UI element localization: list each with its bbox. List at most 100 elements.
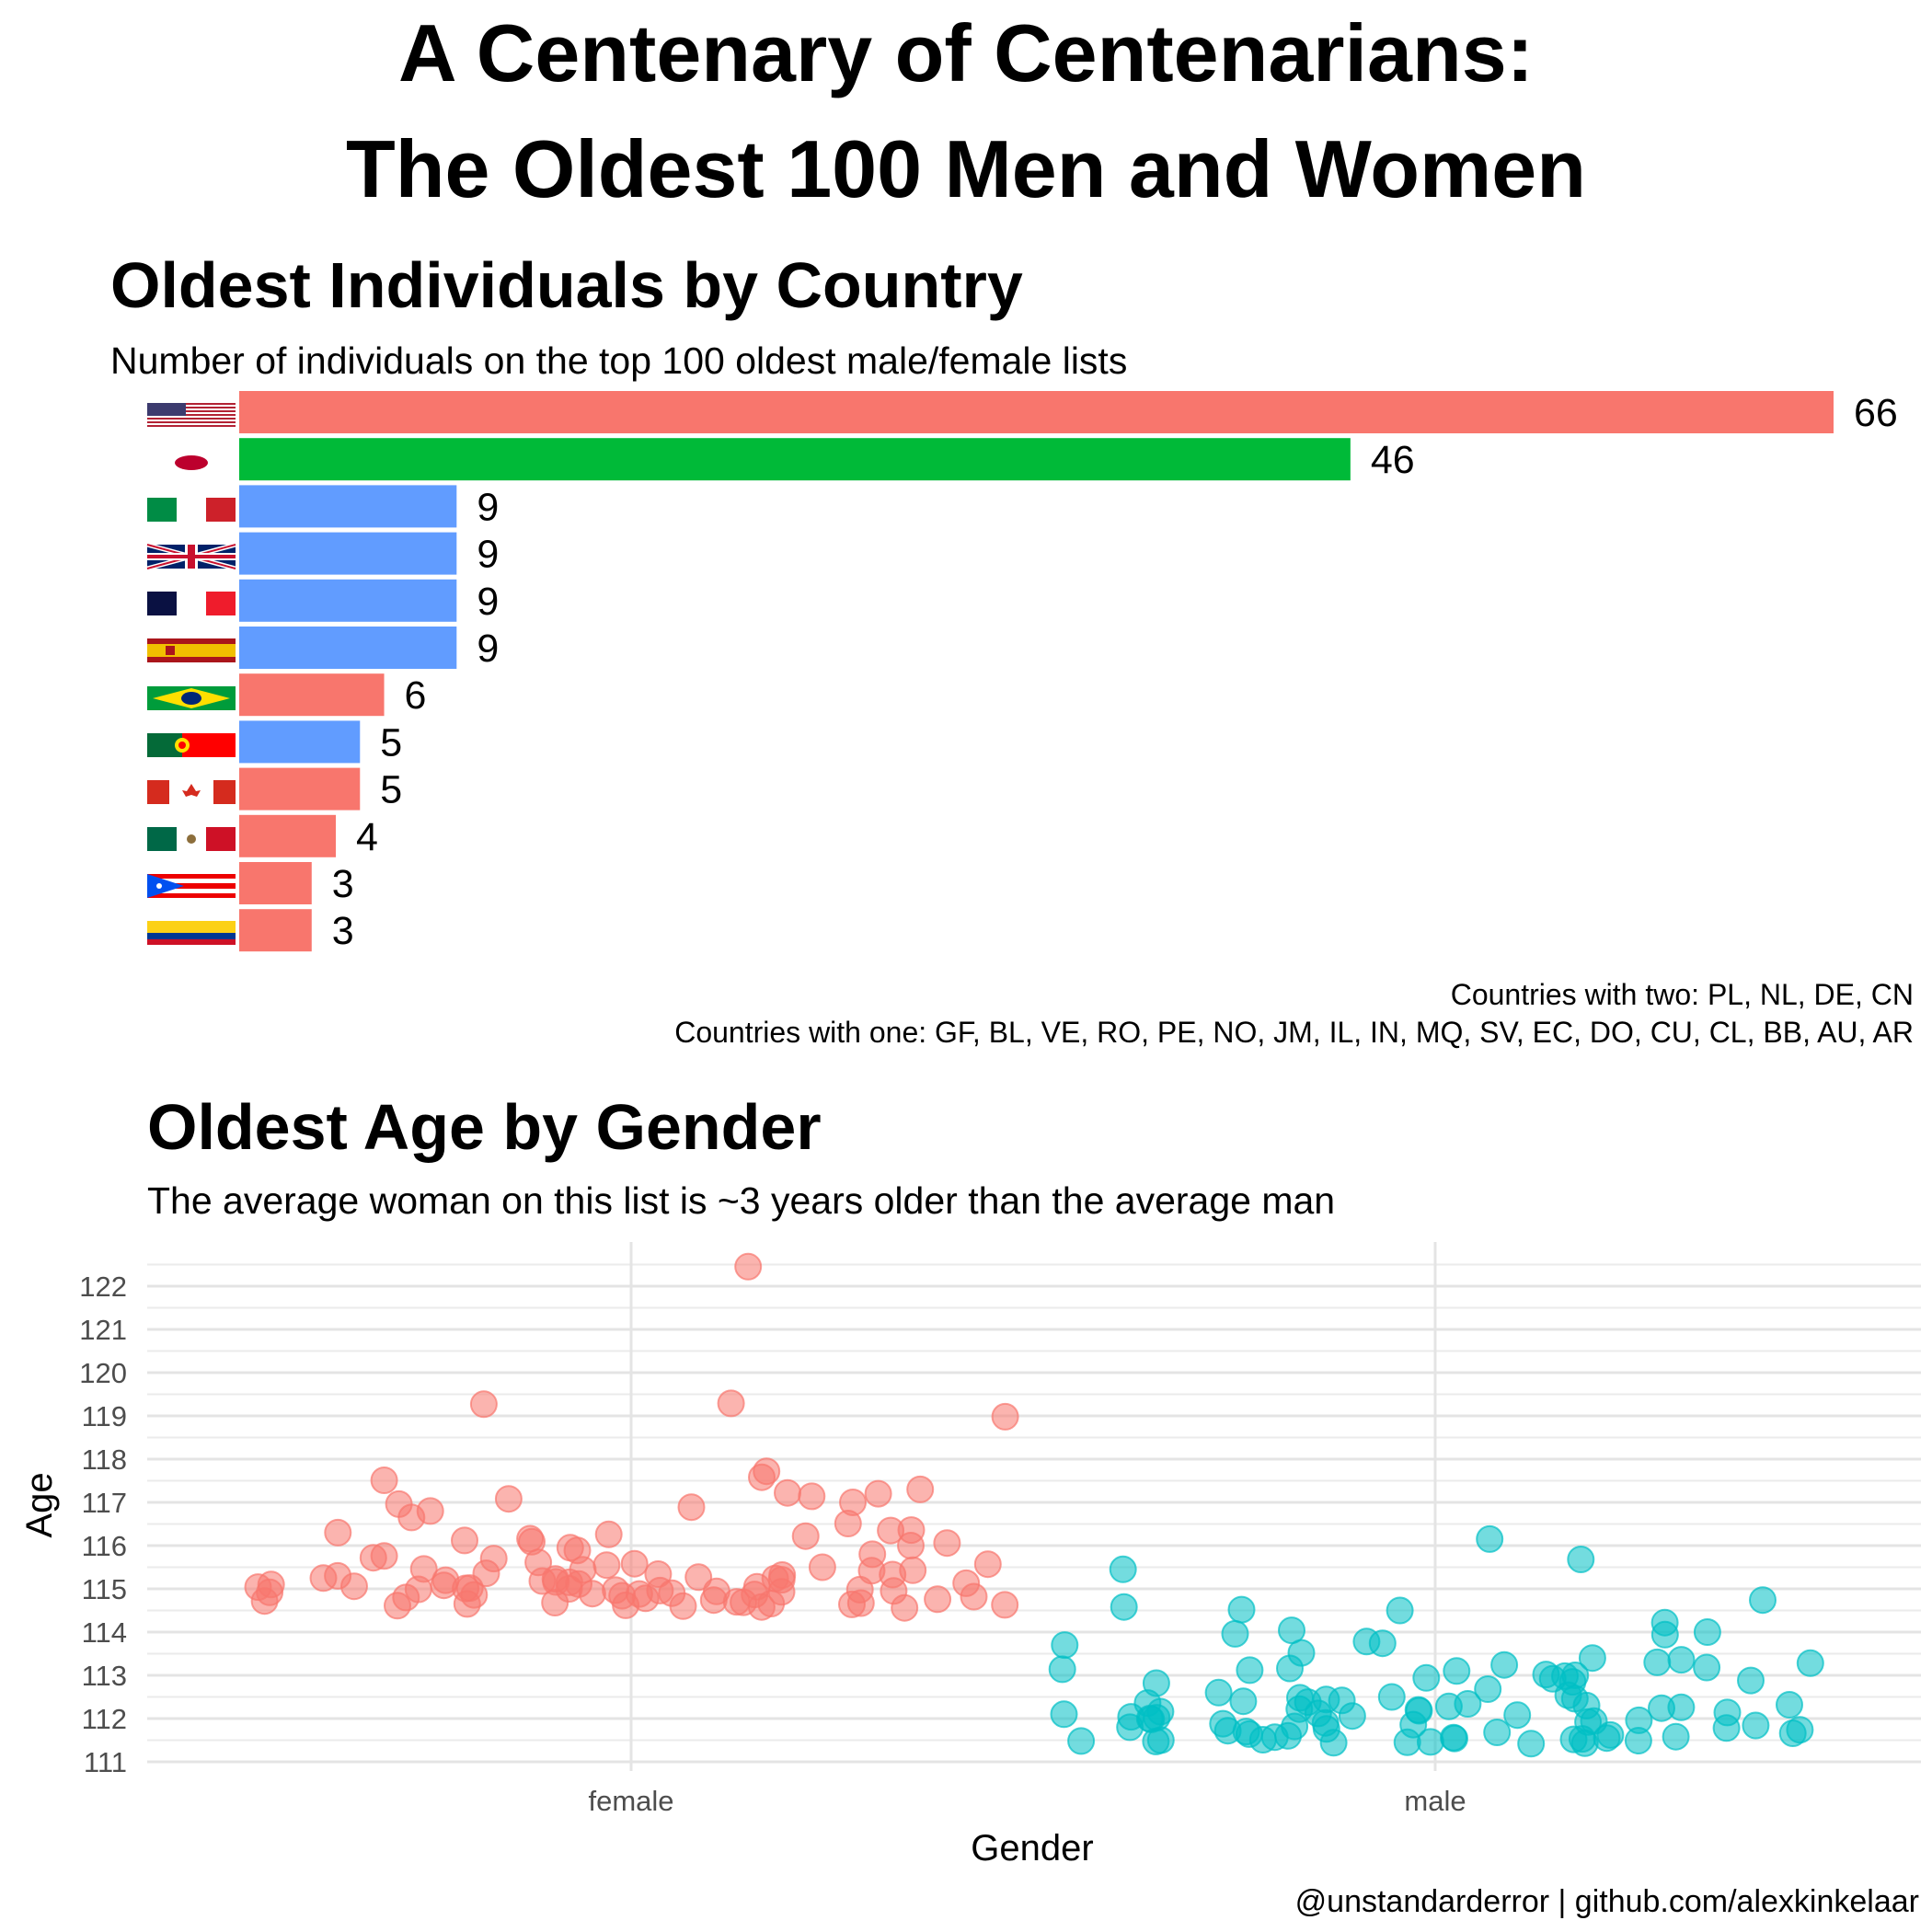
scatter-point-male bbox=[1109, 1555, 1137, 1583]
bar-chart-subtitle: Number of individuals on the top 100 old… bbox=[110, 339, 1128, 382]
y-tick-label: 119 bbox=[82, 1400, 127, 1432]
scatter-point-female bbox=[864, 1479, 892, 1508]
scatter-point-male bbox=[1476, 1524, 1504, 1553]
scatter-point-female bbox=[748, 1463, 776, 1491]
scatter-point-female bbox=[578, 1580, 606, 1608]
scatter-point-female bbox=[808, 1553, 836, 1581]
scatter-point-female bbox=[324, 1518, 352, 1547]
scatter-point-male bbox=[1517, 1730, 1546, 1758]
flag-us-icon bbox=[147, 403, 236, 427]
scatter-point-female bbox=[612, 1591, 640, 1619]
scatter-point-male bbox=[1441, 1724, 1468, 1753]
scatter-point-male bbox=[1742, 1711, 1770, 1740]
bar-value-label-jp: 46 bbox=[1371, 438, 1415, 482]
scatter-point-male bbox=[1050, 1700, 1078, 1729]
scatter-point-male bbox=[1204, 1678, 1233, 1707]
flag-ca-icon bbox=[147, 780, 236, 804]
y-tick-label: 120 bbox=[79, 1357, 127, 1389]
x-tick-label-female: female bbox=[588, 1785, 673, 1817]
scatter-point-male bbox=[1693, 1653, 1721, 1682]
scatter-point-male bbox=[1067, 1727, 1096, 1755]
scatter-point-female bbox=[798, 1482, 826, 1511]
scatter-point-male bbox=[1490, 1650, 1519, 1679]
scatter-point-female bbox=[594, 1520, 623, 1548]
scatter-point-male bbox=[1276, 1654, 1304, 1683]
scatter-point-male bbox=[1434, 1692, 1463, 1720]
caption: @unstandarderror | github.com/alexkinkel… bbox=[1294, 1884, 1919, 1919]
scatter-point-female bbox=[359, 1544, 387, 1572]
country-flags bbox=[146, 403, 236, 945]
scatter-point-male bbox=[1567, 1546, 1595, 1573]
bar-chart-title: Oldest Individuals by Country bbox=[110, 249, 1023, 321]
bar-value-label-us: 66 bbox=[1854, 391, 1898, 435]
scatter-y-tick-labels: 111 112 113 114 115 116 117 118 119 120 121 122 bbox=[79, 1271, 127, 1778]
scatter-x-tick-labels: female male bbox=[588, 1785, 1466, 1817]
scatter-point-male bbox=[1048, 1655, 1076, 1684]
scatter-point-female bbox=[897, 1532, 925, 1559]
scatter-point-female bbox=[906, 1475, 935, 1503]
scatter-point-male bbox=[1142, 1727, 1170, 1755]
scatter-point-female bbox=[991, 1402, 1019, 1431]
countries-with-one-note: Countries with one: GF, BL, VE, RO, PE, … bbox=[674, 1016, 1914, 1049]
scatter-point-male bbox=[1377, 1683, 1406, 1711]
scatter-point-male bbox=[1221, 1619, 1249, 1648]
bar-us bbox=[239, 391, 1834, 433]
y-tick-label: 115 bbox=[82, 1573, 127, 1605]
scatter-point-male bbox=[1248, 1726, 1277, 1754]
scatter-chart-subtitle: The average woman on this list is ~3 yea… bbox=[147, 1179, 1336, 1222]
scatter-point-female bbox=[933, 1529, 961, 1558]
scatter-point-female bbox=[877, 1516, 905, 1545]
scatter-point-female bbox=[717, 1389, 745, 1418]
bar-es bbox=[239, 627, 457, 669]
scatter-point-male bbox=[1474, 1675, 1502, 1703]
bar-br bbox=[239, 673, 385, 717]
scatter-point-male bbox=[1386, 1596, 1414, 1625]
scatter-point-male bbox=[1693, 1618, 1721, 1646]
scatter-point-female bbox=[991, 1591, 1019, 1619]
y-tick-label: 112 bbox=[82, 1703, 127, 1735]
y-tick-label: 116 bbox=[82, 1530, 127, 1562]
scatter-point-female bbox=[453, 1590, 481, 1618]
scatter-point-male bbox=[1749, 1586, 1777, 1615]
scatter-point-female bbox=[451, 1526, 478, 1555]
scatter-point-male bbox=[1578, 1644, 1606, 1673]
scatter-point-female bbox=[699, 1586, 728, 1615]
flag-it-icon bbox=[147, 498, 236, 522]
scatter-point-male bbox=[1778, 1719, 1807, 1747]
scatter-point-female bbox=[838, 1590, 866, 1618]
scatter-point-male bbox=[1643, 1648, 1672, 1676]
scatter-point-female bbox=[541, 1589, 569, 1616]
y-tick-label: 122 bbox=[79, 1271, 127, 1303]
flag-co-icon bbox=[147, 921, 236, 945]
scatter-point-female bbox=[384, 1592, 411, 1620]
scatter-point-female bbox=[791, 1522, 820, 1550]
scatter-point-female bbox=[620, 1549, 649, 1578]
flag-br-icon bbox=[147, 686, 236, 710]
scatter-point-male bbox=[1648, 1694, 1675, 1722]
scatter-x-axis-title: Gender bbox=[971, 1828, 1093, 1869]
scatter-point-male bbox=[1667, 1646, 1696, 1674]
bar-gb bbox=[239, 532, 457, 575]
y-tick-label: 113 bbox=[82, 1660, 127, 1692]
flag-es-icon bbox=[147, 638, 236, 662]
scatter-point-male bbox=[1662, 1722, 1690, 1751]
scatter-point-male bbox=[1236, 1656, 1264, 1685]
flag-fr-icon bbox=[147, 592, 236, 615]
scatter-point-female bbox=[494, 1485, 523, 1513]
bar-value-label-it: 9 bbox=[477, 485, 499, 529]
flag-pr-icon bbox=[147, 874, 236, 898]
y-tick-label: 118 bbox=[82, 1443, 127, 1476]
scatter-point-female bbox=[397, 1503, 426, 1532]
scatter-point-male bbox=[1338, 1702, 1366, 1731]
scatter-point-male bbox=[1737, 1666, 1765, 1695]
scatter-point-female bbox=[340, 1572, 368, 1601]
y-tick-label: 117 bbox=[82, 1487, 127, 1519]
scatter-point-female bbox=[592, 1551, 621, 1580]
scatter-point-male bbox=[1416, 1728, 1444, 1756]
scatter-point-female bbox=[774, 1478, 801, 1507]
bar-ca bbox=[239, 767, 361, 811]
bar-it bbox=[239, 485, 457, 528]
bar-value-label-pt: 5 bbox=[380, 720, 402, 765]
